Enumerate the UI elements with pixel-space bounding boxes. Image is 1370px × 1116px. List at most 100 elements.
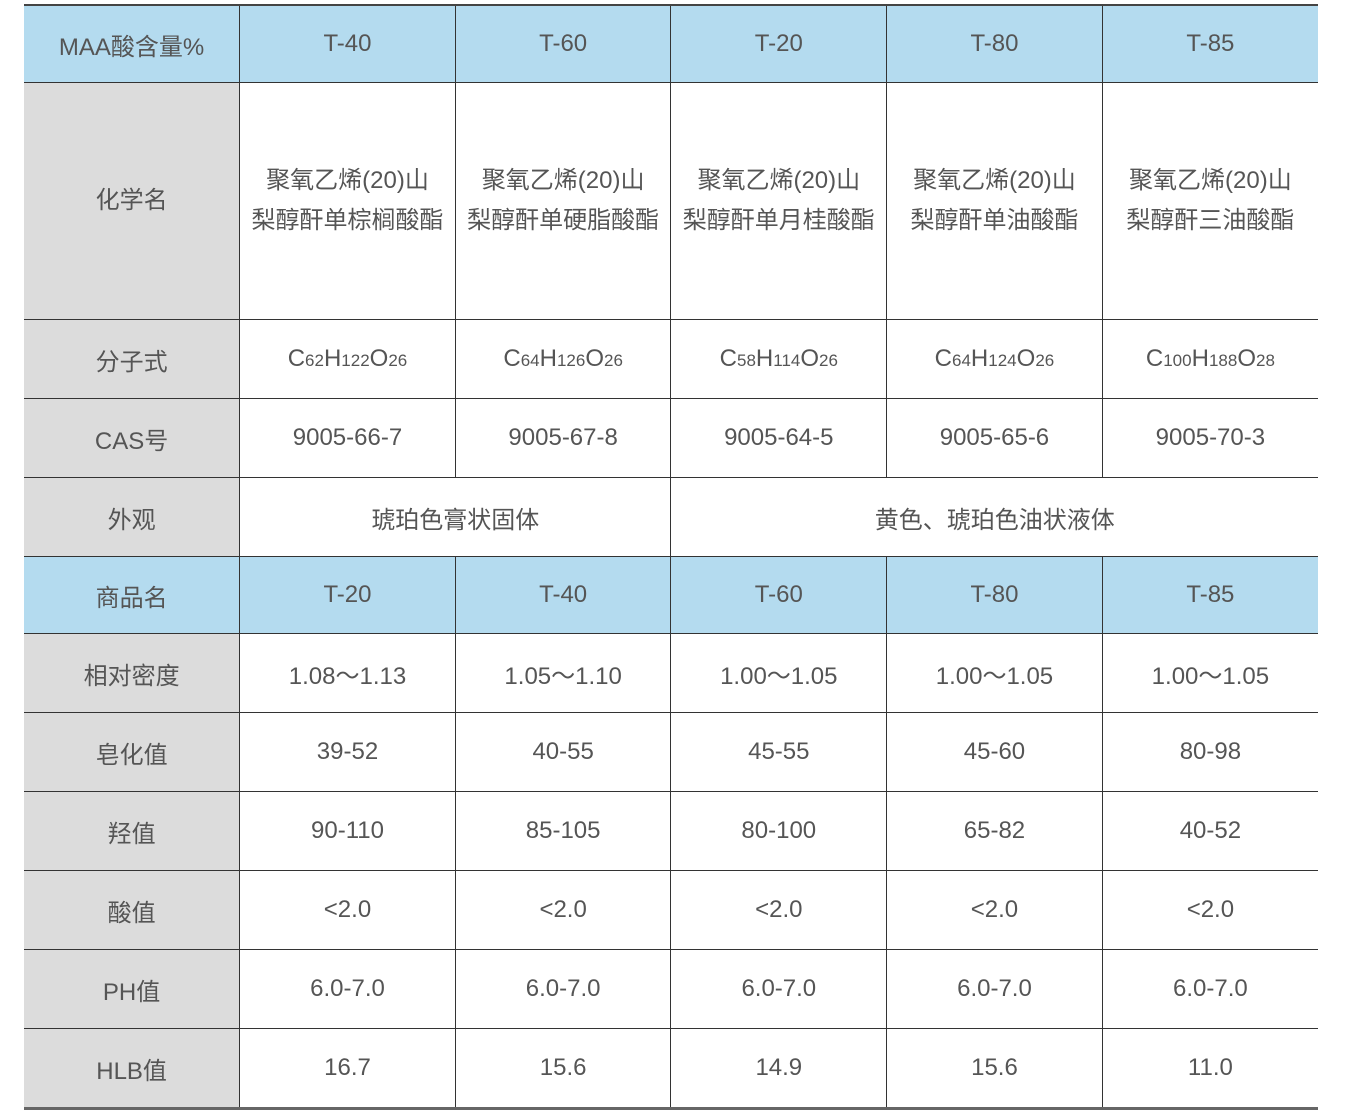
chem-name-line: 聚氧乙烯(20)山 <box>913 167 1076 194</box>
table-cell: 聚氧乙烯(20)山 梨醇酐单月桂酸酯 <box>670 82 888 320</box>
subscript: 126 <box>556 351 586 370</box>
row-label: 酸值 <box>24 870 241 950</box>
table-cell: 40-55 <box>454 712 672 792</box>
subscript: 28 <box>1255 351 1275 370</box>
table-cell: <2.0 <box>886 870 1103 950</box>
subscript: 26 <box>388 351 408 370</box>
row-label: HLB值 <box>24 1028 241 1109</box>
table-row: CAS号 9005-66-7 9005-67-8 9005-64-5 9005-65-6… <box>24 398 1318 478</box>
table-cell: 1.00～1.05 <box>670 633 888 713</box>
header-cell: T-80 <box>886 556 1103 634</box>
chem-name-line: 梨醇酐单月桂酸酯 <box>682 207 875 234</box>
chem-name-line: 梨醇酐三油酸酯 <box>1126 207 1295 234</box>
table-cell: 6.0-7.0 <box>1101 949 1318 1029</box>
header-cell: T-85 <box>1101 556 1318 634</box>
table-cell: 6.0-7.0 <box>670 949 888 1029</box>
table-cell: 40-52 <box>1101 791 1318 871</box>
subscript: 122 <box>341 351 370 370</box>
subscript: 62 <box>305 351 324 370</box>
table-row: 化学名 聚氧乙烯(20)山 梨醇酐单棕榈酸酯 聚氧乙烯(20)山 梨醇酐单硬脂酸酯 聚氧乙… <box>24 82 1318 320</box>
table-row: 酸值 <2.0 <2.0 <2.0 <2.0 <2.0 <box>24 870 1318 950</box>
header-cell: T-20 <box>239 556 456 634</box>
table-cell: 80-98 <box>1101 712 1318 792</box>
header-cell: T-85 <box>1101 4 1318 83</box>
formula-cell: C64H126O26 <box>454 319 672 399</box>
table-cell: 85-105 <box>454 791 672 871</box>
header-cell: T-40 <box>239 4 456 83</box>
subscript: 124 <box>988 351 1017 370</box>
table-row: PH值 6.0-7.0 6.0-7.0 6.0-7.0 6.0-7.0 6.0-7.0 <box>24 949 1318 1029</box>
table-row: 相对密度 1.08～1.13 1.05～1.10 1.00～1.05 1.00～1.05… <box>24 633 1318 713</box>
row-label: 外观 <box>24 477 241 557</box>
table-row: 皂化值 39-52 40-55 45-55 45-60 80-98 <box>24 712 1318 792</box>
subscript: 26 <box>819 351 838 370</box>
table-cell: 9005-65-6 <box>886 398 1103 478</box>
header-cell: MAA酸含量% <box>24 4 241 83</box>
table-cell: 1.08～1.13 <box>239 633 456 713</box>
chem-name-line: 梨醇酐单棕榈酸酯 <box>251 207 444 234</box>
table-cell: 琥珀色膏状固体 <box>239 477 672 557</box>
table-cell: 90-110 <box>239 791 456 871</box>
table-cell: 80-100 <box>670 791 888 871</box>
table-cell: 45-60 <box>886 712 1103 792</box>
table-cell: 6.0-7.0 <box>239 949 456 1029</box>
formula-cell: C100H188O28 <box>1101 319 1318 399</box>
table-cell: 14.9 <box>670 1028 888 1109</box>
table-cell: 1.00～1.05 <box>1101 633 1318 713</box>
table-cell: <2.0 <box>239 870 456 950</box>
row-label: PH值 <box>24 949 241 1029</box>
header-row: MAA酸含量% T-40 T-60 T-20 T-80 T-85 <box>24 4 1318 83</box>
header-row: 商品名 T-20 T-40 T-60 T-80 T-85 <box>24 556 1318 634</box>
row-label: 分子式 <box>24 319 241 399</box>
table-row: 分子式 C62H122O26 C64H126O26 C58H114O26 C64H124… <box>24 319 1318 399</box>
header-cell: T-20 <box>670 4 888 83</box>
table-cell: 65-82 <box>886 791 1103 871</box>
table-cell: 15.6 <box>454 1028 672 1109</box>
product-spec-table: MAA酸含量% T-40 T-60 T-20 T-80 T-85 化学名 聚氧乙烯(20)山梨… <box>24 4 1318 1110</box>
table-cell: 6.0-7.0 <box>454 949 672 1029</box>
chem-name-line: 聚氧乙烯(20)山 <box>697 167 861 194</box>
table-row: 外观 琥珀色膏状固体 黄色、琥珀色油状液体 <box>24 477 1318 557</box>
row-label: 相对密度 <box>24 633 241 713</box>
chem-name-line: 聚氧乙烯(20)山 <box>266 167 429 194</box>
subscript: 64 <box>520 351 540 370</box>
subscript: 58 <box>736 351 756 370</box>
chem-name-line: 梨醇酐单硬脂酸酯 <box>467 207 660 234</box>
header-cell: T-60 <box>454 4 672 83</box>
subscript: 26 <box>1035 351 1055 370</box>
table-cell: 16.7 <box>239 1028 456 1109</box>
header-cell: T-40 <box>454 556 672 634</box>
table-cell: 39-52 <box>239 712 456 792</box>
header-cell: 商品名 <box>24 556 241 634</box>
table-cell: <2.0 <box>670 870 888 950</box>
header-cell: T-60 <box>670 556 888 634</box>
chem-name-line: 聚氧乙烯(20)山 <box>481 167 645 194</box>
table-cell: 黄色、琥珀色油状液体 <box>670 477 1318 557</box>
table-cell: 15.6 <box>886 1028 1103 1109</box>
table-cell: 聚氧乙烯(20)山 梨醇酐单棕榈酸酯 <box>239 82 456 320</box>
formula-cell: C58H114O26 <box>670 319 888 399</box>
table-cell: 聚氧乙烯(20)山 梨醇酐单硬脂酸酯 <box>454 82 672 320</box>
table-cell: <2.0 <box>454 870 672 950</box>
row-label: 化学名 <box>24 82 241 320</box>
chem-name-line: 聚氧乙烯(20)山 <box>1129 167 1292 194</box>
table-cell: 9005-64-5 <box>670 398 888 478</box>
header-cell: T-80 <box>886 4 1103 83</box>
table-cell: 聚氧乙烯(20)山 梨醇酐三油酸酯 <box>1101 82 1318 320</box>
table-cell: 9005-66-7 <box>239 398 456 478</box>
subscript: 64 <box>952 351 971 370</box>
row-label: 羟值 <box>24 791 241 871</box>
subscript: 100 <box>1163 351 1192 370</box>
table-cell: <2.0 <box>1101 870 1318 950</box>
formula-cell: C62H122O26 <box>239 319 456 399</box>
subscript: 188 <box>1208 351 1238 370</box>
table-cell: 45-55 <box>670 712 888 792</box>
row-label: CAS号 <box>24 398 241 478</box>
formula-cell: C64H124O26 <box>886 319 1103 399</box>
table-cell: 1.00～1.05 <box>886 633 1103 713</box>
table-row: HLB值 16.7 15.6 14.9 15.6 11.0 <box>24 1028 1318 1109</box>
row-label: 皂化值 <box>24 712 241 792</box>
table-cell: 9005-70-3 <box>1101 398 1318 478</box>
table-cell: 6.0-7.0 <box>886 949 1103 1029</box>
table-cell: 9005-67-8 <box>454 398 672 478</box>
